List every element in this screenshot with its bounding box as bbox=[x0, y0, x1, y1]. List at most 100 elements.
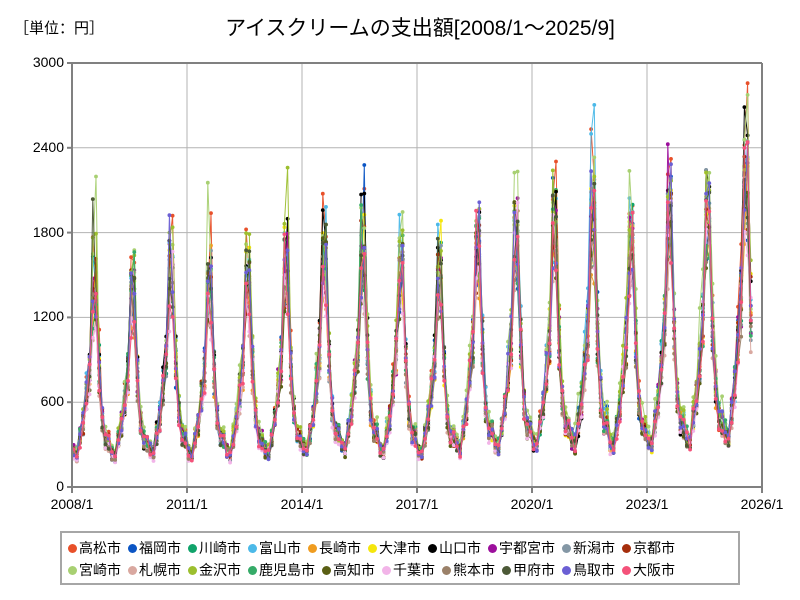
series-marker bbox=[627, 228, 632, 232]
series-marker bbox=[496, 443, 501, 448]
series-marker bbox=[493, 448, 498, 453]
series-marker bbox=[448, 444, 453, 448]
series-marker bbox=[630, 210, 635, 215]
series-marker bbox=[145, 435, 150, 439]
legend-marker-icon bbox=[128, 565, 137, 575]
series-marker bbox=[247, 268, 252, 272]
legend-item[interactable]: 鳥取市 bbox=[562, 563, 615, 577]
series-marker bbox=[592, 155, 597, 160]
legend-item[interactable]: 高松市 bbox=[68, 541, 121, 555]
series-marker bbox=[199, 397, 204, 401]
series-marker bbox=[745, 81, 750, 86]
series-marker bbox=[113, 458, 117, 462]
series-marker bbox=[602, 429, 606, 434]
series-marker bbox=[518, 343, 523, 347]
series-marker bbox=[435, 293, 440, 297]
legend-item[interactable]: 長崎市 bbox=[308, 541, 361, 555]
series-marker bbox=[592, 103, 597, 107]
series-marker bbox=[359, 266, 363, 271]
series-marker bbox=[598, 375, 603, 380]
series-marker bbox=[103, 446, 108, 450]
series-marker bbox=[432, 357, 437, 362]
legend-item[interactable]: 大阪市 bbox=[622, 563, 675, 577]
series-marker bbox=[327, 352, 332, 357]
series-marker bbox=[154, 431, 159, 436]
legend-item[interactable]: 甲府市 bbox=[502, 563, 555, 577]
x-axis-tick-label: 2026/1 bbox=[740, 496, 784, 512]
series-marker bbox=[598, 408, 603, 413]
series-marker bbox=[605, 421, 609, 425]
series-marker bbox=[461, 424, 466, 429]
series-marker bbox=[432, 375, 437, 380]
x-axis-tick-label: 2017/1 bbox=[395, 496, 439, 512]
series-marker bbox=[525, 436, 530, 441]
legend-item[interactable]: 山口市 bbox=[428, 541, 481, 555]
series-marker bbox=[602, 425, 606, 429]
legend-item[interactable]: 宮崎市 bbox=[68, 563, 121, 577]
series-marker bbox=[614, 423, 619, 427]
legend-item[interactable]: 大津市 bbox=[368, 541, 421, 555]
legend-marker-icon bbox=[322, 565, 331, 575]
legend-item[interactable]: 熊本市 bbox=[442, 563, 495, 577]
series-marker bbox=[320, 241, 325, 245]
legend-item[interactable]: 新潟市 bbox=[562, 541, 615, 555]
series-marker bbox=[416, 457, 421, 462]
legend-label: 大津市 bbox=[379, 540, 421, 556]
legend-item[interactable]: 札幌市 bbox=[128, 563, 181, 577]
legend-item[interactable]: 金沢市 bbox=[188, 563, 241, 577]
series-marker bbox=[132, 250, 137, 255]
legend-label: 金沢市 bbox=[199, 562, 241, 578]
series-marker bbox=[499, 426, 504, 431]
series-marker bbox=[183, 424, 188, 429]
series-marker bbox=[333, 440, 338, 445]
series-marker bbox=[429, 404, 434, 408]
legend-label: 熊本市 bbox=[453, 562, 495, 578]
series-marker bbox=[301, 449, 306, 454]
series-marker bbox=[704, 191, 708, 196]
legend-item[interactable]: 京都市 bbox=[622, 541, 675, 555]
chart-title: アイスクリームの支出額[2008/1～2025/9] bbox=[225, 17, 615, 40]
series-marker bbox=[544, 382, 549, 386]
series-marker bbox=[205, 262, 210, 266]
series-marker bbox=[458, 455, 462, 459]
series-marker bbox=[496, 452, 501, 457]
legend-item[interactable]: 川崎市 bbox=[188, 541, 241, 555]
legend-item[interactable]: 高知市 bbox=[322, 563, 375, 577]
series-marker bbox=[314, 378, 319, 383]
series-marker bbox=[570, 446, 574, 451]
series-marker bbox=[253, 408, 258, 412]
series-marker bbox=[467, 358, 472, 363]
series-marker bbox=[186, 446, 191, 450]
legend-marker-icon bbox=[68, 565, 77, 575]
series-marker bbox=[193, 431, 197, 436]
series-marker bbox=[87, 392, 92, 397]
legend-item[interactable]: 富山市 bbox=[248, 541, 301, 555]
series-marker bbox=[397, 307, 402, 312]
series-marker bbox=[506, 351, 510, 356]
legend-item[interactable]: 鹿児島市 bbox=[248, 563, 315, 577]
series-marker bbox=[97, 388, 102, 393]
series-marker bbox=[276, 400, 280, 405]
legend-row-2: 宮崎市 札幌市 金沢市 鹿児島市 高知市 千葉市 熊本市 甲府市 鳥取市 大阪市 bbox=[68, 559, 732, 581]
series-marker bbox=[678, 414, 683, 419]
series-marker bbox=[368, 418, 373, 422]
series-marker bbox=[324, 242, 328, 247]
series-marker bbox=[582, 362, 587, 367]
legend-item[interactable]: 福岡市 bbox=[128, 541, 181, 555]
series-marker bbox=[241, 381, 245, 386]
series-marker bbox=[608, 440, 613, 445]
x-axis-tick-label: 2020/1 bbox=[510, 496, 554, 512]
series-marker bbox=[592, 181, 597, 186]
series-marker bbox=[407, 424, 411, 428]
series-marker bbox=[90, 335, 95, 340]
legend-item[interactable]: 千葉市 bbox=[382, 563, 435, 577]
series-marker bbox=[244, 281, 249, 286]
series-marker bbox=[477, 244, 482, 249]
series-marker bbox=[621, 384, 625, 388]
legend-item[interactable]: 宇都宮市 bbox=[488, 541, 555, 555]
series-marker bbox=[675, 404, 680, 408]
series-marker bbox=[352, 368, 357, 373]
series-marker bbox=[218, 433, 223, 438]
series-marker bbox=[451, 430, 456, 435]
legend-label: 札幌市 bbox=[139, 562, 181, 578]
